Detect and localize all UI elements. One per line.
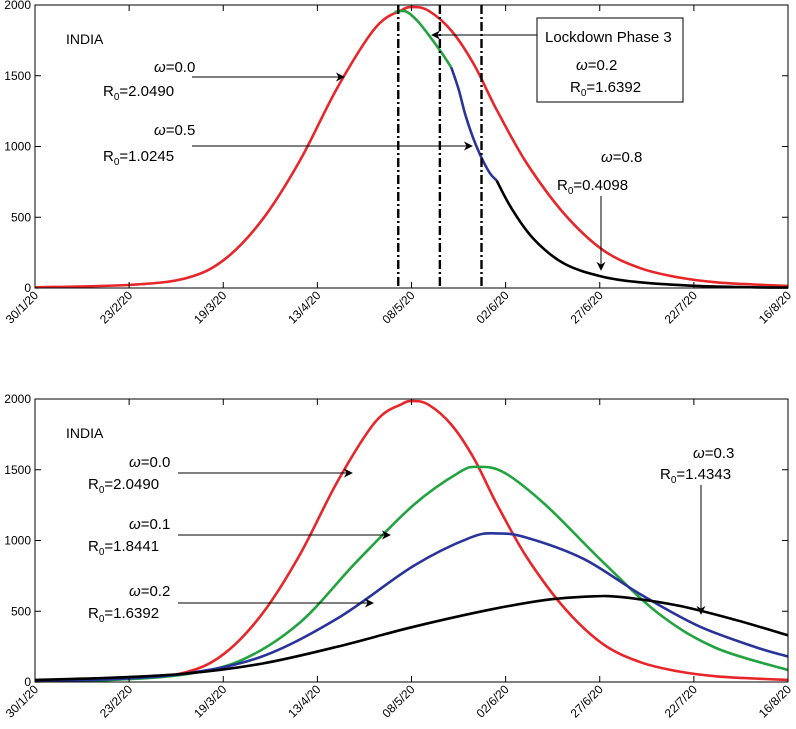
svg-text:R0=1.6392: R0=1.6392 [570, 79, 641, 99]
svg-text:ω=0.1: ω=0.1 [129, 516, 170, 533]
bottom-series-line-2 [34, 465, 789, 683]
top-x-tick-label: 22/7/20 [662, 288, 700, 326]
bottom-annotation-omega-0-2: ω=0.2 R0=1.6392 [88, 583, 374, 625]
top-series-line-3 [449, 66, 498, 182]
bot-annot3-r0: =1.6392 [104, 605, 159, 622]
lockdown-box [536, 17, 684, 103]
top-panel: 0 500 1000 1500 2000 30/1/20 23/2/20 19/3/20 13… [3, 0, 794, 326]
bottom-x-tick-label: 23/2/20 [97, 682, 135, 720]
svg-text:ω=0.2: ω=0.2 [576, 57, 617, 74]
bot-annot1-omega: =0.0 [141, 454, 171, 471]
bottom-annotation-omega-0-0: ω=0.0 R0=2.0490 [88, 454, 353, 496]
bottom-x-tick-label: 30/1/20 [3, 682, 41, 720]
bottom-series-line-4 [34, 594, 789, 682]
top-series-line-4 [495, 179, 789, 289]
top-series-line-1 [34, 5, 789, 289]
top-annot1-omega: =0.0 [166, 59, 196, 76]
top-series-layer [34, 5, 789, 289]
svg-text:ω=0.5: ω=0.5 [154, 122, 195, 139]
svg-text:R0=2.0490: R0=2.0490 [103, 83, 174, 103]
top-annot3-omega: =0.8 [613, 149, 643, 166]
top-annot1-r0: =2.0490 [119, 83, 174, 100]
svg-text:R0=1.8441: R0=1.8441 [88, 538, 159, 558]
svg-text:ω=0.0: ω=0.0 [154, 59, 195, 76]
bottom-annotation-omega-0-3: ω=0.3 R0=1.4343 [660, 445, 734, 615]
bottom-country-label: INDIA [66, 425, 104, 441]
bottom-x-ticks: 30/1/20 23/2/20 19/3/20 13/4/20 08/5/20 02/6/… [3, 399, 794, 720]
bottom-x-tick-label: 08/5/20 [379, 682, 417, 720]
bottom-y-tick-label: 1500 [4, 463, 31, 477]
top-annot2-omega: =0.5 [166, 122, 196, 139]
top-x-tick-label: 13/4/20 [285, 288, 323, 326]
bottom-y-tick-label: 2000 [4, 392, 31, 406]
bot-annot4-omega: =0.3 [705, 445, 735, 462]
top-x-tick-label: 08/5/20 [379, 288, 417, 326]
top-x-tick-label: 16/8/20 [756, 288, 794, 326]
bottom-series-line-1 [34, 399, 789, 683]
bottom-x-tick-label: 19/3/20 [191, 682, 229, 720]
svg-text:ω=0.2: ω=0.2 [129, 583, 170, 600]
top-annot2-r0: =1.0245 [119, 148, 174, 165]
top-annot3-r0: =0.4098 [573, 177, 628, 194]
svg-text:ω=0.8: ω=0.8 [601, 149, 642, 166]
bottom-y-tick-label: 500 [11, 604, 31, 618]
svg-text:R0=1.0245: R0=1.0245 [103, 148, 174, 168]
svg-text:R0=1.6392: R0=1.6392 [88, 605, 159, 625]
bottom-x-tick-label: 13/4/20 [285, 682, 323, 720]
bottom-y-tick-label: 0 [24, 675, 31, 689]
bot-annot2-r0: =1.8441 [104, 538, 159, 555]
bottom-y-ticks: 0 500 1000 1500 2000 [4, 392, 788, 689]
top-y-tick-label: 1500 [4, 69, 31, 83]
bottom-series-layer [34, 399, 789, 683]
top-y-ticks: 0 500 1000 1500 2000 [4, 0, 788, 295]
svg-text:R0=0.4098: R0=0.4098 [557, 177, 628, 197]
top-y-tick-label: 500 [11, 210, 31, 224]
bottom-y-tick-label: 1000 [4, 534, 31, 548]
bot-annot1-r0: =2.0490 [104, 476, 159, 493]
top-x-tick-label: 27/6/20 [568, 288, 606, 326]
top-annotation-omega-0-8: ω=0.8 R0=0.4098 [557, 149, 642, 271]
top-x-tick-label: 19/3/20 [191, 288, 229, 326]
top-y-tick-label: 1000 [4, 140, 31, 154]
top-y-tick-label: 2000 [4, 0, 31, 12]
top-x-tick-label: 02/6/20 [474, 288, 512, 326]
bot-annot4-r0: =1.4343 [676, 466, 731, 483]
top-annot4-omega: =0.2 [588, 57, 618, 74]
lockdown-box-title: Lockdown Phase 3 [545, 29, 672, 46]
svg-text:ω=0.3: ω=0.3 [693, 445, 734, 462]
bottom-x-tick-label: 27/6/20 [568, 682, 606, 720]
bot-annot2-omega: =0.1 [141, 516, 171, 533]
svg-text:ω=0.0: ω=0.0 [129, 454, 170, 471]
top-annotation-omega-0-0: ω=0.0 R0=2.0490 [103, 59, 345, 103]
top-y-tick-label: 0 [24, 281, 31, 295]
top-series-line-2 [394, 9, 453, 69]
top-x-tick-label: 23/2/20 [97, 288, 135, 326]
top-country-label: INDIA [66, 31, 104, 47]
top-annotation-omega-0-5: ω=0.5 R0=1.0245 [103, 122, 473, 168]
bot-annot3-omega: =0.2 [141, 583, 171, 600]
top-annot4-r0: =1.6392 [586, 79, 641, 96]
bottom-panel: 0 500 1000 1500 2000 30/1/20 23/2/20 19/3/20 13… [3, 392, 794, 720]
top-annotation-lockdown-box: Lockdown Phase 3 ω=0.2 R0=1.6392 [431, 17, 684, 103]
top-x-tick-label: 30/1/20 [3, 288, 41, 326]
bottom-x-tick-label: 22/7/20 [662, 682, 700, 720]
bottom-annotation-omega-0-1: ω=0.1 R0=1.8441 [88, 516, 391, 558]
bottom-x-tick-label: 02/6/20 [474, 682, 512, 720]
bottom-x-tick-label: 16/8/20 [756, 682, 794, 720]
svg-text:R0=1.4343: R0=1.4343 [660, 466, 731, 486]
svg-text:R0=2.0490: R0=2.0490 [88, 476, 159, 496]
